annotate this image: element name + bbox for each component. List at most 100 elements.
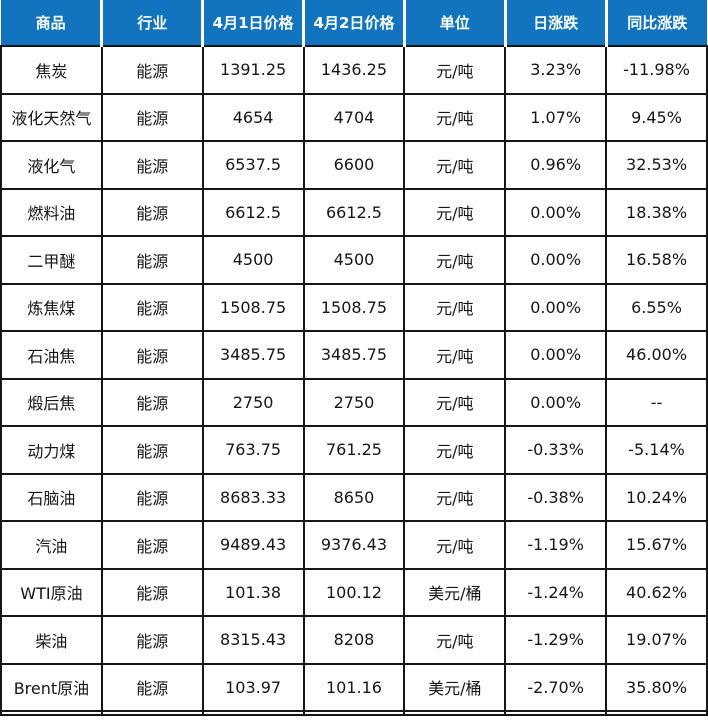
table-row: 汽油 能源 9489.43 9376.43 元/吨 -1.19% 15.67%	[0, 520, 708, 570]
table-row-partial	[0, 710, 708, 716]
cell-commodity: 液化天然气	[0, 92, 103, 142]
header-commodity: 商品	[1, 0, 104, 47]
cell-price-apr1	[201, 710, 305, 716]
cell-price-apr2	[302, 710, 406, 716]
cell-yoy-change: --	[605, 377, 708, 427]
table-row: 燃料油 能源 6612.5 6612.5 元/吨 0.00% 18.38%	[0, 187, 708, 237]
cell-commodity: 动力煤	[0, 425, 103, 475]
header-price-apr1: 4月1日价格	[201, 0, 306, 47]
cell-yoy-change: 32.53%	[605, 140, 708, 190]
cell-price-apr1: 6537.5	[201, 140, 305, 190]
cell-price-apr2: 1508.75	[302, 282, 406, 332]
table-row: 动力煤 能源 763.75 761.25 元/吨 -0.33% -5.14%	[0, 425, 708, 475]
cell-unit: 元/吨	[403, 235, 507, 285]
cell-price-apr1: 8683.33	[201, 472, 305, 522]
table-row: Brent原油 能源 103.97 101.16 美元/桶 -2.70% 35.…	[0, 662, 708, 712]
cell-daily-change: -0.38%	[504, 472, 608, 522]
cell-daily-change: 0.00%	[504, 235, 608, 285]
cell-industry: 能源	[100, 282, 204, 332]
cell-price-apr1: 103.97	[201, 662, 305, 712]
cell-price-apr2: 8208	[302, 615, 406, 665]
cell-commodity: WTI原油	[0, 567, 103, 617]
cell-unit: 美元/桶	[403, 567, 507, 617]
cell-daily-change: -1.19%	[504, 520, 608, 570]
cell-price-apr1: 3485.75	[201, 330, 305, 380]
cell-price-apr2: 1436.25	[302, 45, 406, 95]
cell-unit: 元/吨	[403, 472, 507, 522]
cell-unit: 元/吨	[403, 282, 507, 332]
cell-price-apr1: 9489.43	[201, 520, 305, 570]
cell-yoy-change: -11.98%	[605, 45, 708, 95]
cell-unit: 元/吨	[403, 520, 507, 570]
cell-commodity: 液化气	[0, 140, 103, 190]
cell-price-apr1: 4654	[201, 92, 305, 142]
table-row: 煅后焦 能源 2750 2750 元/吨 0.00% --	[0, 377, 708, 427]
table-row: 石油焦 能源 3485.75 3485.75 元/吨 0.00% 46.00%	[0, 330, 708, 380]
cell-price-apr1: 101.38	[201, 567, 305, 617]
cell-industry: 能源	[100, 92, 204, 142]
cell-unit	[403, 710, 507, 716]
cell-price-apr2: 6600	[302, 140, 406, 190]
cell-industry: 能源	[100, 140, 204, 190]
cell-price-apr2: 761.25	[302, 425, 406, 475]
cell-commodity: 石脑油	[0, 472, 103, 522]
table-row: 二甲醚 能源 4500 4500 元/吨 0.00% 16.58%	[0, 235, 708, 285]
cell-yoy-change: 15.67%	[605, 520, 708, 570]
cell-daily-change	[504, 710, 608, 716]
cell-price-apr2: 9376.43	[302, 520, 406, 570]
header-price-apr2: 4月2日价格	[302, 0, 406, 47]
cell-yoy-change: 18.38%	[605, 187, 708, 237]
table-row: 焦炭 能源 1391.25 1436.25 元/吨 3.23% -11.98%	[0, 45, 708, 95]
cell-industry: 能源	[100, 425, 204, 475]
cell-price-apr2: 100.12	[302, 567, 406, 617]
cell-yoy-change: 46.00%	[605, 330, 708, 380]
cell-yoy-change: 40.62%	[605, 567, 708, 617]
cell-price-apr2: 4704	[302, 92, 406, 142]
cell-industry: 能源	[100, 330, 204, 380]
cell-price-apr1: 763.75	[201, 425, 305, 475]
table-body: 焦炭 能源 1391.25 1436.25 元/吨 3.23% -11.98% …	[0, 45, 708, 716]
table-row: 柴油 能源 8315.43 8208 元/吨 -1.29% 19.07%	[0, 615, 708, 665]
cell-industry	[100, 710, 204, 716]
table-row: 液化天然气 能源 4654 4704 元/吨 1.07% 9.45%	[0, 92, 708, 142]
cell-price-apr2: 3485.75	[302, 330, 406, 380]
cell-unit: 元/吨	[403, 45, 507, 95]
table-header: 商品 行业 4月1日价格 4月2日价格 单位 日涨跌 同比涨跌	[1, 0, 707, 47]
header-industry: 行业	[100, 0, 205, 47]
cell-commodity: 燃料油	[0, 187, 103, 237]
cell-daily-change: 0.00%	[504, 282, 608, 332]
cell-unit: 元/吨	[403, 187, 507, 237]
cell-price-apr1: 4500	[201, 235, 305, 285]
header-unit: 单位	[402, 0, 507, 47]
cell-daily-change: 0.96%	[504, 140, 608, 190]
cell-industry: 能源	[100, 235, 204, 285]
cell-industry: 能源	[100, 187, 204, 237]
cell-unit: 元/吨	[403, 92, 507, 142]
cell-industry: 能源	[100, 567, 204, 617]
cell-daily-change: -2.70%	[504, 662, 608, 712]
cell-commodity: 炼焦煤	[0, 282, 103, 332]
cell-price-apr2: 2750	[302, 377, 406, 427]
cell-price-apr2: 4500	[302, 235, 406, 285]
cell-yoy-change	[605, 710, 708, 716]
header-row: 商品 行业 4月1日价格 4月2日价格 单位 日涨跌 同比涨跌	[1, 0, 707, 47]
cell-industry: 能源	[100, 377, 204, 427]
cell-yoy-change: 16.58%	[605, 235, 708, 285]
cell-commodity: Brent原油	[0, 662, 103, 712]
cell-price-apr1: 8315.43	[201, 615, 305, 665]
cell-commodity: 煅后焦	[0, 377, 103, 427]
cell-unit: 元/吨	[403, 330, 507, 380]
cell-price-apr2: 6612.5	[302, 187, 406, 237]
cell-daily-change: 0.00%	[504, 330, 608, 380]
cell-yoy-change: 10.24%	[605, 472, 708, 522]
cell-industry: 能源	[100, 45, 204, 95]
cell-unit: 元/吨	[403, 140, 507, 190]
cell-price-apr1: 1508.75	[201, 282, 305, 332]
cell-commodity: 柴油	[0, 615, 103, 665]
cell-unit: 美元/桶	[403, 662, 507, 712]
cell-daily-change: -1.24%	[504, 567, 608, 617]
cell-daily-change: 0.00%	[504, 187, 608, 237]
cell-daily-change: -0.33%	[504, 425, 608, 475]
